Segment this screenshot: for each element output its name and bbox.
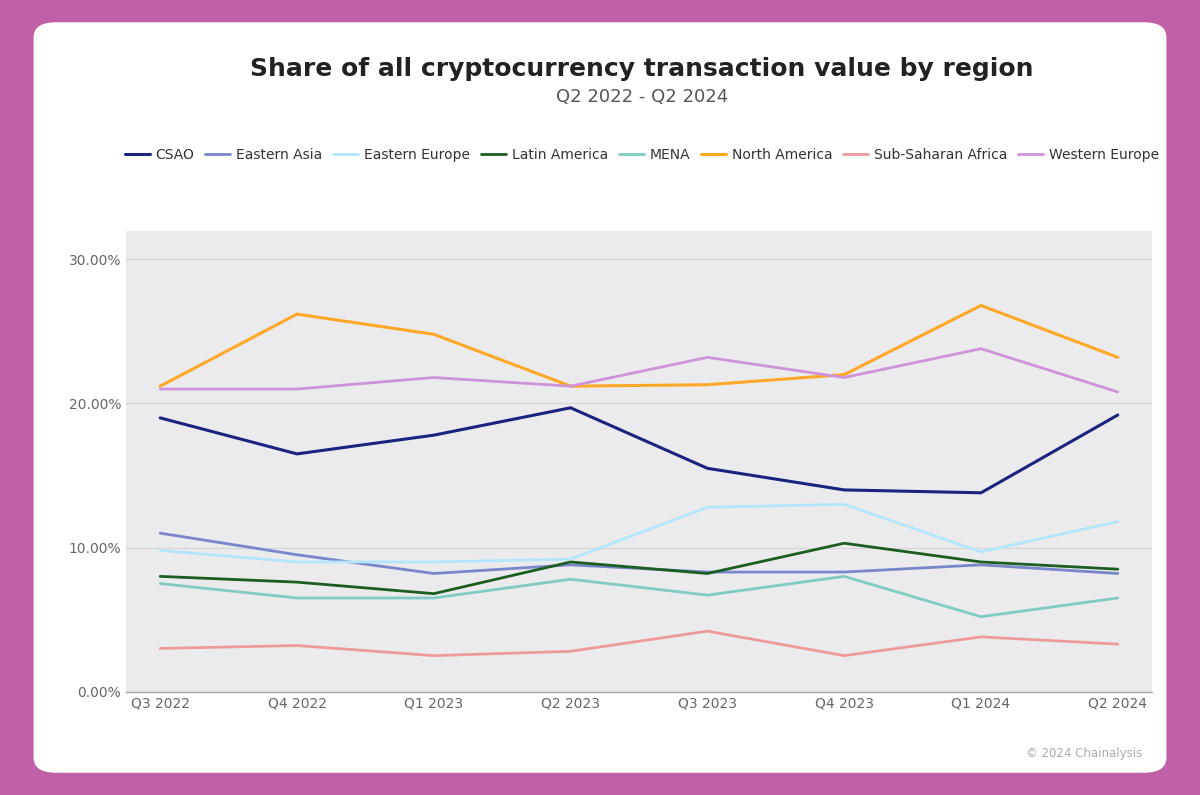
Eastern Asia — [1111, 568, 1126, 578]
Western Europe — [701, 353, 715, 363]
CSAO — [564, 403, 578, 413]
North America — [974, 301, 989, 310]
Eastern Asia — [290, 550, 305, 560]
Sub-Saharan Africa — [701, 626, 715, 636]
Line: Eastern Asia: Eastern Asia — [161, 533, 1118, 573]
MENA — [1111, 593, 1126, 603]
North America — [838, 370, 852, 379]
Line: Latin America: Latin America — [161, 543, 1118, 594]
Western Europe — [564, 382, 578, 391]
North America — [154, 382, 168, 391]
Eastern Asia — [154, 529, 168, 538]
Line: CSAO: CSAO — [161, 408, 1118, 493]
Latin America — [427, 589, 442, 599]
Latin America — [564, 557, 578, 567]
Sub-Saharan Africa — [974, 632, 989, 642]
Eastern Europe — [154, 545, 168, 555]
MENA — [974, 612, 989, 622]
CSAO — [290, 449, 305, 459]
North America — [290, 309, 305, 319]
CSAO — [974, 488, 989, 498]
CSAO — [1111, 410, 1126, 420]
MENA — [427, 593, 442, 603]
Eastern Asia — [427, 568, 442, 578]
Eastern Asia — [974, 560, 989, 569]
Eastern Europe — [838, 499, 852, 509]
Western Europe — [427, 373, 442, 382]
CSAO — [701, 463, 715, 473]
Text: Share of all cryptocurrency transaction value by region: Share of all cryptocurrency transaction … — [251, 57, 1033, 81]
Eastern Asia — [838, 568, 852, 577]
Sub-Saharan Africa — [427, 651, 442, 661]
Latin America — [154, 572, 168, 581]
Sub-Saharan Africa — [154, 644, 168, 653]
CSAO — [427, 430, 442, 440]
North America — [701, 380, 715, 390]
Sub-Saharan Africa — [290, 641, 305, 650]
MENA — [564, 575, 578, 584]
MENA — [838, 572, 852, 581]
Eastern Europe — [974, 547, 989, 556]
CSAO — [838, 485, 852, 494]
Western Europe — [838, 373, 852, 382]
MENA — [154, 579, 168, 588]
Text: © 2024 Chainalysis: © 2024 Chainalysis — [1026, 747, 1142, 760]
North America — [564, 382, 578, 391]
Eastern Europe — [427, 557, 442, 567]
Line: MENA: MENA — [161, 576, 1118, 617]
Eastern Europe — [701, 502, 715, 512]
Eastern Europe — [1111, 517, 1126, 526]
Line: North America: North America — [161, 305, 1118, 386]
Eastern Europe — [564, 554, 578, 564]
North America — [1111, 353, 1126, 363]
Western Europe — [154, 384, 168, 394]
Eastern Europe — [290, 557, 305, 567]
Sub-Saharan Africa — [1111, 639, 1126, 649]
FancyBboxPatch shape — [34, 22, 1166, 773]
Text: Q2 2022 - Q2 2024: Q2 2022 - Q2 2024 — [556, 88, 728, 106]
MENA — [701, 591, 715, 600]
Latin America — [974, 557, 989, 567]
Line: Sub-Saharan Africa: Sub-Saharan Africa — [161, 631, 1118, 656]
Latin America — [1111, 564, 1126, 574]
Western Europe — [974, 344, 989, 354]
Sub-Saharan Africa — [564, 646, 578, 656]
MENA — [290, 593, 305, 603]
North America — [427, 330, 442, 339]
Latin America — [838, 538, 852, 548]
Sub-Saharan Africa — [838, 651, 852, 661]
Eastern Asia — [701, 568, 715, 577]
CSAO — [154, 413, 168, 423]
Eastern Asia — [564, 560, 578, 569]
Line: Western Europe: Western Europe — [161, 349, 1118, 392]
Line: Eastern Europe: Eastern Europe — [161, 504, 1118, 562]
Latin America — [701, 568, 715, 578]
Legend: CSAO, Eastern Asia, Eastern Europe, Latin America, MENA, North America, Sub-Saha: CSAO, Eastern Asia, Eastern Europe, Lati… — [119, 142, 1165, 167]
Latin America — [290, 577, 305, 587]
Western Europe — [1111, 387, 1126, 397]
Western Europe — [290, 384, 305, 394]
